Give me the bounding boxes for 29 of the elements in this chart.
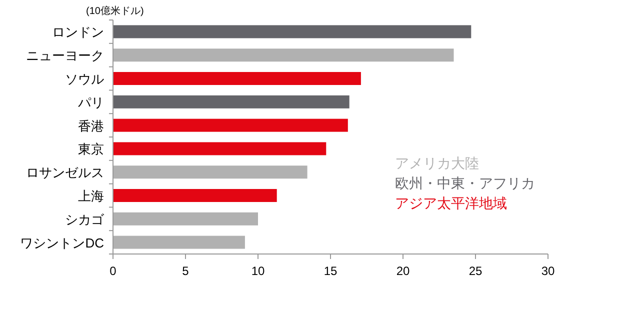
y-tick-label: 東京 <box>78 142 104 157</box>
x-tick-label: 20 <box>396 264 410 278</box>
x-tick-label: 10 <box>251 264 265 278</box>
y-tick-label: パリ <box>77 94 104 110</box>
chart-subtitle: (10億米ドル) <box>86 5 144 17</box>
bar <box>113 118 348 132</box>
bar <box>113 189 277 202</box>
y-tick-label: 上海 <box>78 188 104 204</box>
x-tick-label: 0 <box>110 264 117 278</box>
y-tick-label: ワシントンDC <box>20 235 104 250</box>
y-tick-label: シカゴ <box>65 212 105 227</box>
bar <box>113 95 350 108</box>
bar <box>113 142 326 156</box>
bar <box>113 48 454 62</box>
x-tick-label: 30 <box>541 264 555 278</box>
y-tick-label: ロンドン <box>52 24 104 40</box>
y-tick-label: 香港 <box>78 118 104 134</box>
x-tick-label: 25 <box>468 264 482 278</box>
y-tick-label: ニューヨーク <box>26 48 104 64</box>
x-tick-label: 5 <box>182 264 190 278</box>
bar <box>113 236 245 249</box>
bar <box>113 25 472 38</box>
x-tick-label: 15 <box>324 264 338 278</box>
bar <box>113 212 258 226</box>
y-tick-label: ソウル <box>65 72 104 86</box>
bar <box>113 72 361 85</box>
y-tick-label: ロサンゼルス <box>26 165 104 180</box>
legend: アメリカ大陸 欧州・中東・アフリカ アジア太平洋地域 <box>395 155 535 211</box>
bar <box>113 166 308 179</box>
